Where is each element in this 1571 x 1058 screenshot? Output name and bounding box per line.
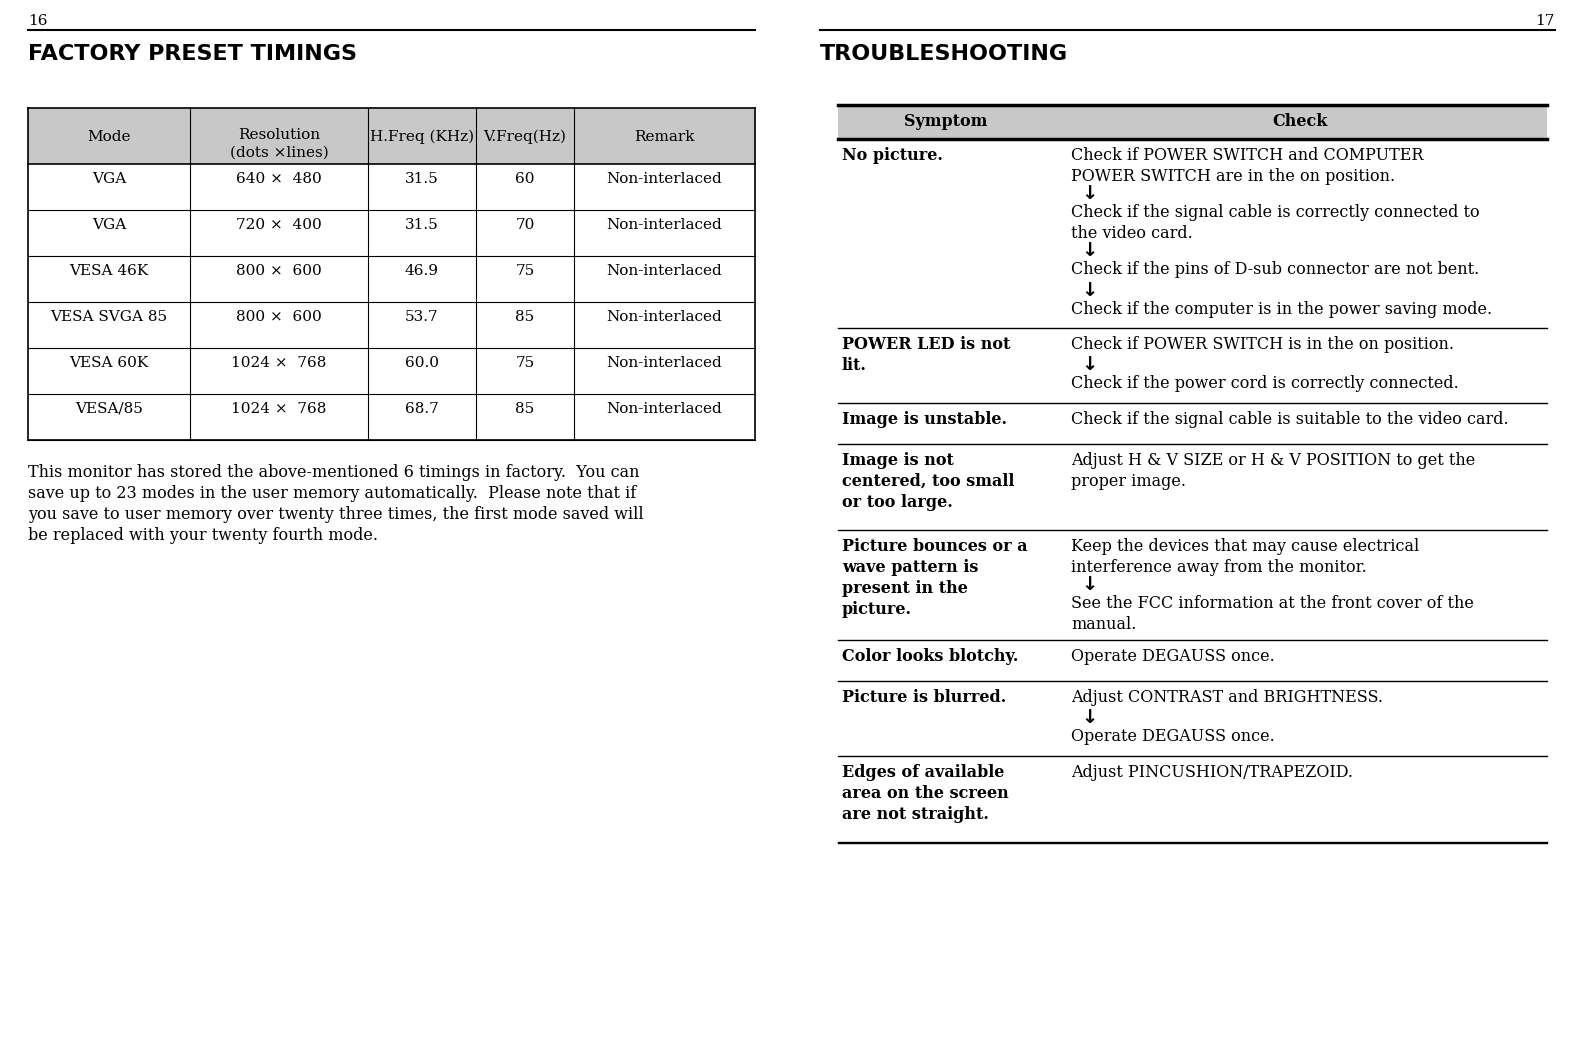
Text: 17: 17 bbox=[1535, 14, 1555, 28]
Text: Check if POWER SWITCH is in the on position.: Check if POWER SWITCH is in the on posit… bbox=[1071, 336, 1455, 353]
Text: VESA 60K: VESA 60K bbox=[69, 355, 149, 370]
Text: Check if the signal cable is correctly connected to
the video card.: Check if the signal cable is correctly c… bbox=[1071, 204, 1480, 242]
Text: H.Freq (KHz): H.Freq (KHz) bbox=[369, 130, 474, 144]
Text: 53.7: 53.7 bbox=[405, 310, 438, 324]
Text: VGA: VGA bbox=[91, 218, 126, 232]
Text: Check if the computer is in the power saving mode.: Check if the computer is in the power sa… bbox=[1071, 300, 1492, 317]
Text: ↓: ↓ bbox=[1081, 574, 1097, 594]
Text: Non-interlaced: Non-interlaced bbox=[606, 402, 723, 416]
Text: VESA/85: VESA/85 bbox=[75, 402, 143, 416]
Text: 70: 70 bbox=[515, 218, 534, 232]
Text: 720 ×  400: 720 × 400 bbox=[236, 218, 322, 232]
Text: Adjust H & V SIZE or H & V POSITION to get the
proper image.: Adjust H & V SIZE or H & V POSITION to g… bbox=[1071, 452, 1475, 490]
Text: ↓: ↓ bbox=[1081, 241, 1097, 260]
Text: Image is not
centered, too small
or too large.: Image is not centered, too small or too … bbox=[842, 452, 1015, 511]
Text: 85: 85 bbox=[515, 402, 534, 416]
Text: Non-interlaced: Non-interlaced bbox=[606, 355, 723, 370]
Text: ↓: ↓ bbox=[1081, 280, 1097, 299]
Text: Resolution
(dots ×lines): Resolution (dots ×lines) bbox=[229, 128, 328, 160]
Text: 85: 85 bbox=[515, 310, 534, 324]
Text: See the FCC information at the front cover of the
manual.: See the FCC information at the front cov… bbox=[1071, 595, 1474, 633]
Text: FACTORY PRESET TIMINGS: FACTORY PRESET TIMINGS bbox=[28, 44, 357, 63]
Text: Operate DEGAUSS once.: Operate DEGAUSS once. bbox=[1071, 647, 1274, 665]
Text: Image is unstable.: Image is unstable. bbox=[842, 411, 1007, 428]
Text: 640 ×  480: 640 × 480 bbox=[236, 172, 322, 186]
Text: VGA: VGA bbox=[91, 172, 126, 186]
Text: VESA SVGA 85: VESA SVGA 85 bbox=[50, 310, 168, 324]
Text: V.Freq(Hz): V.Freq(Hz) bbox=[484, 130, 567, 144]
Text: Symptom: Symptom bbox=[903, 112, 987, 129]
Text: Non-interlaced: Non-interlaced bbox=[606, 310, 723, 324]
Text: Non-interlaced: Non-interlaced bbox=[606, 172, 723, 186]
Text: Non-interlaced: Non-interlaced bbox=[606, 218, 723, 232]
Text: This monitor has stored the above-mentioned 6 timings in factory.  You can
save : This monitor has stored the above-mentio… bbox=[28, 464, 644, 544]
Text: Check if the signal cable is suitable to the video card.: Check if the signal cable is suitable to… bbox=[1071, 411, 1508, 428]
Text: 60.0: 60.0 bbox=[405, 355, 438, 370]
Text: 60: 60 bbox=[515, 172, 534, 186]
Text: POWER LED is not
lit.: POWER LED is not lit. bbox=[842, 336, 1010, 373]
Text: VESA 46K: VESA 46K bbox=[69, 264, 149, 278]
Bar bbox=[837, 105, 1547, 139]
Text: Check if the pins of D-sub connector are not bent.: Check if the pins of D-sub connector are… bbox=[1071, 261, 1480, 278]
Text: 1024 ×  768: 1024 × 768 bbox=[231, 402, 327, 416]
Text: Check if POWER SWITCH and COMPUTER
POWER SWITCH are in the on position.: Check if POWER SWITCH and COMPUTER POWER… bbox=[1071, 147, 1423, 185]
Text: Keep the devices that may cause electrical
interference away from the monitor.: Keep the devices that may cause electric… bbox=[1071, 539, 1419, 576]
Text: Mode: Mode bbox=[88, 130, 130, 144]
Text: 68.7: 68.7 bbox=[405, 402, 438, 416]
Text: ↓: ↓ bbox=[1081, 355, 1097, 375]
Text: 46.9: 46.9 bbox=[405, 264, 438, 278]
Text: Operate DEGAUSS once.: Operate DEGAUSS once. bbox=[1071, 728, 1274, 745]
Bar bbox=[28, 108, 756, 164]
Text: Picture is blurred.: Picture is blurred. bbox=[842, 689, 1007, 706]
Text: 16: 16 bbox=[28, 14, 47, 28]
Text: Color looks blotchy.: Color looks blotchy. bbox=[842, 647, 1018, 665]
Text: No picture.: No picture. bbox=[842, 147, 943, 164]
Text: 1024 ×  768: 1024 × 768 bbox=[231, 355, 327, 370]
Text: Remark: Remark bbox=[635, 130, 694, 144]
Text: Edges of available
area on the screen
are not straight.: Edges of available area on the screen ar… bbox=[842, 764, 1009, 822]
Text: Picture bounces or a
wave pattern is
present in the
picture.: Picture bounces or a wave pattern is pre… bbox=[842, 539, 1027, 618]
Text: 31.5: 31.5 bbox=[405, 218, 438, 232]
Text: Adjust PINCUSHION/TRAPEZOID.: Adjust PINCUSHION/TRAPEZOID. bbox=[1071, 764, 1353, 781]
Text: 800 ×  600: 800 × 600 bbox=[236, 310, 322, 324]
Text: 800 ×  600: 800 × 600 bbox=[236, 264, 322, 278]
Text: 75: 75 bbox=[515, 264, 534, 278]
Text: Check: Check bbox=[1273, 112, 1327, 129]
Text: Check if the power cord is correctly connected.: Check if the power cord is correctly con… bbox=[1071, 376, 1459, 393]
Text: 75: 75 bbox=[515, 355, 534, 370]
Text: ↓: ↓ bbox=[1081, 708, 1097, 727]
Text: 31.5: 31.5 bbox=[405, 172, 438, 186]
Text: Adjust CONTRAST and BRIGHTNESS.: Adjust CONTRAST and BRIGHTNESS. bbox=[1071, 689, 1382, 706]
Text: TROUBLESHOOTING: TROUBLESHOOTING bbox=[820, 44, 1068, 63]
Text: Non-interlaced: Non-interlaced bbox=[606, 264, 723, 278]
Text: ↓: ↓ bbox=[1081, 184, 1097, 203]
